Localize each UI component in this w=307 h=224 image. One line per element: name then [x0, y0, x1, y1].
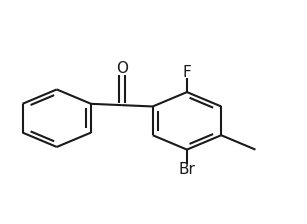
Text: F: F — [183, 65, 191, 80]
Text: O: O — [116, 61, 128, 76]
Text: Br: Br — [179, 162, 195, 177]
